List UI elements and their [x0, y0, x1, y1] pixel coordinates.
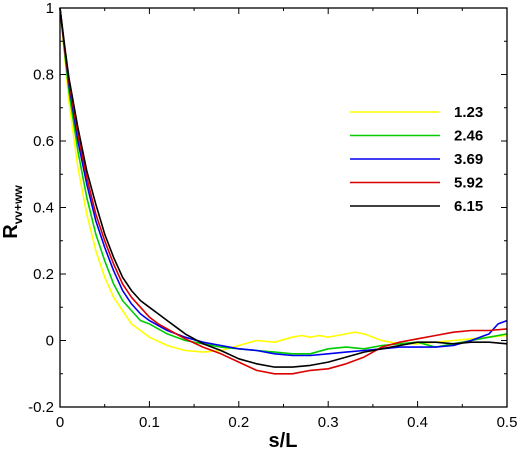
x-tick-label: 0.3	[318, 414, 339, 431]
x-tick-label: 0.2	[228, 414, 249, 431]
y-tick-label: 0.8	[33, 67, 54, 84]
y-axis-ticks: -0.2 0 0.2 0.4 0.6 0.8 1	[28, 0, 507, 416]
y-tick-label: 0.4	[33, 200, 54, 217]
y-axis-title-main: R	[0, 224, 22, 239]
svg-text:Rvv+ww: Rvv+ww	[0, 185, 25, 239]
y-tick-label: -0.2	[28, 399, 54, 416]
y-tick-label: 0.2	[33, 266, 54, 283]
x-tick-label: 0.5	[497, 414, 518, 431]
series-line-3	[59, 7, 508, 375]
x-tick-label: 0.1	[139, 414, 160, 431]
y-axis-title-subscript: vv+ww	[11, 185, 25, 225]
x-tick-label: 0.4	[407, 414, 428, 431]
series-line-2	[59, 7, 508, 357]
x-tick-label: 0	[56, 414, 64, 431]
x-axis-ticks: 0 0.1 0.2 0.3 0.4 0.5	[56, 8, 518, 431]
series-line-4	[59, 7, 508, 368]
y-tick-label: 1	[46, 0, 54, 17]
data-curves	[59, 7, 508, 375]
legend-label-2: 3.69	[454, 151, 483, 168]
y-axis-title: Rvv+ww	[0, 185, 25, 239]
x-axis-title: s/L	[269, 430, 298, 452]
legend-label-3: 5.92	[454, 175, 483, 192]
legend-label-4: 6.15	[454, 198, 483, 215]
legend-label-1: 2.46	[454, 128, 483, 145]
legend: 1.23 2.46 3.69 5.92 6.15	[350, 104, 483, 215]
y-tick-label: 0.6	[33, 133, 54, 150]
legend-label-0: 1.23	[454, 104, 483, 121]
y-tick-label: 0	[46, 333, 54, 350]
